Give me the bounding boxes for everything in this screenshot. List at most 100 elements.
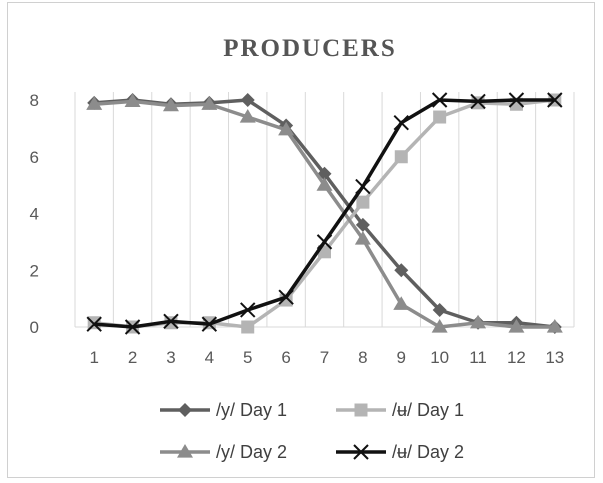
- triangle-marker: [508, 319, 525, 333]
- x-tick-label: 9: [397, 348, 406, 367]
- data-point: [355, 217, 370, 232]
- chart-title: PRODUCERS: [223, 35, 397, 62]
- legend-item: /ʉ/ Day 2: [336, 442, 464, 462]
- data-point: [240, 93, 255, 107]
- x-tick-label: 2: [128, 348, 137, 367]
- data-point: [356, 195, 370, 209]
- triangle-marker: [546, 319, 563, 333]
- data-point: [239, 109, 256, 123]
- x-tick-label: 12: [507, 348, 526, 367]
- data-point: [163, 313, 179, 330]
- x-tick-label: 10: [430, 348, 449, 367]
- triangle-marker: [239, 109, 256, 123]
- x-marker-stroke: [86, 316, 102, 332]
- series-group: [86, 92, 563, 335]
- triangle-marker: [316, 177, 333, 191]
- square-marker: [433, 110, 447, 124]
- series-1: [87, 93, 562, 334]
- x-marker-stroke: [240, 302, 256, 318]
- legend: /y/ Day 1/ʉ/ Day 1/y/ Day 2/ʉ/ Day 2: [160, 400, 464, 462]
- triangle-marker: [354, 231, 371, 245]
- x-tick-label: 11: [469, 348, 487, 367]
- data-point: [162, 97, 179, 112]
- x-axis-ticks: 1 2 3 4 5 6 7 8 9 10 11 12 13: [89, 348, 564, 367]
- data-point: [316, 234, 333, 250]
- data-point: [124, 319, 141, 335]
- data-point: [393, 296, 410, 310]
- y-tick-label: 0: [30, 318, 39, 337]
- x-marker-stroke: [124, 319, 141, 335]
- square-marker: [241, 320, 255, 334]
- data-point: [240, 302, 256, 318]
- triangle-marker: [470, 314, 487, 329]
- series-3: [86, 93, 563, 333]
- x-tick-label: 3: [166, 348, 175, 367]
- x-marker-stroke: [278, 289, 294, 305]
- data-point: [316, 177, 333, 191]
- series-line: [93, 98, 556, 329]
- y-tick-label: 4: [30, 205, 39, 224]
- data-point: [546, 319, 563, 333]
- diamond-marker: [178, 403, 192, 417]
- triangle-marker: [431, 319, 448, 333]
- data-point: [470, 314, 487, 329]
- x-marker-stroke: [355, 178, 371, 195]
- y-axis-ticks: 0 2 4 6 8: [30, 91, 39, 337]
- diamond-marker: [240, 93, 255, 107]
- series-4: [86, 92, 563, 335]
- legend-label: /ʉ/ Day 2: [392, 442, 464, 462]
- legend-item: /ʉ/ Day 1: [336, 400, 464, 420]
- data-point: [86, 316, 102, 332]
- square-marker: [354, 403, 368, 417]
- x-marker-stroke: [470, 93, 486, 110]
- data-point: [394, 263, 409, 278]
- data-point: [432, 302, 447, 317]
- square-marker: [356, 195, 370, 209]
- x-tick-label: 5: [243, 348, 252, 367]
- vertical-gridlines: [74, 92, 575, 327]
- diamond-marker: [432, 302, 447, 317]
- x-marker-stroke: [353, 444, 369, 460]
- square-marker: [87, 316, 101, 330]
- data-point: [87, 316, 101, 330]
- legend-label: /y/ Day 1: [216, 400, 287, 420]
- x-tick-label: 1: [89, 348, 98, 367]
- diamond-marker: [394, 263, 409, 278]
- y-tick-label: 2: [30, 261, 39, 280]
- triangle-marker: [278, 121, 295, 136]
- series-line: [94, 98, 556, 329]
- data-point: [86, 96, 103, 110]
- square-marker: [394, 150, 408, 164]
- data-point: [433, 110, 447, 124]
- data-point: [393, 114, 409, 131]
- data-point: [470, 93, 486, 110]
- data-point: [431, 92, 448, 108]
- x-marker-stroke: [201, 316, 218, 332]
- series-line: [94, 99, 555, 329]
- x-marker-stroke: [316, 234, 333, 250]
- data-point: [431, 319, 448, 333]
- x-marker-stroke: [431, 92, 448, 108]
- x-marker-stroke: [393, 114, 409, 131]
- data-point: [547, 92, 563, 108]
- triangle-marker: [162, 97, 179, 112]
- y-tick-label: 6: [30, 148, 39, 167]
- x-marker-stroke: [547, 92, 563, 108]
- legend-label: /y/ Day 2: [216, 442, 287, 462]
- series-2: [87, 93, 562, 334]
- data-point: [124, 93, 141, 108]
- triangle-marker: [201, 96, 218, 110]
- triangle-marker: [177, 444, 193, 458]
- data-point: [201, 316, 218, 332]
- x-tick-label: 6: [281, 348, 290, 367]
- series-line: [94, 98, 555, 329]
- x-marker-stroke: [508, 92, 525, 108]
- data-point: [278, 289, 294, 305]
- x-tick-label: 4: [205, 348, 214, 367]
- data-point: [355, 178, 371, 195]
- x-tick-label: 8: [358, 348, 367, 367]
- triangle-marker: [393, 296, 410, 310]
- data-point: [508, 319, 525, 333]
- data-point: [394, 150, 408, 164]
